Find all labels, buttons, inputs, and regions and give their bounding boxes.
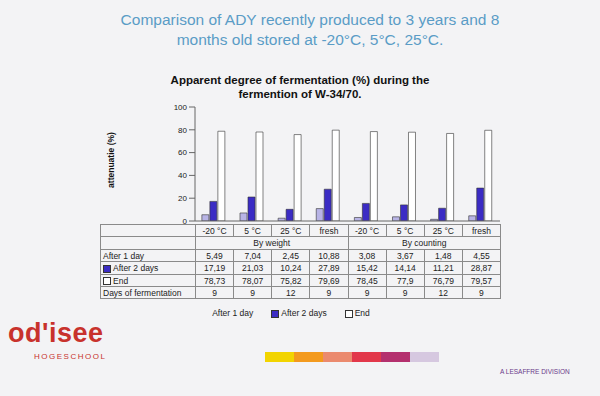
- html-text:14,14: 14,14: [394, 263, 416, 274]
- html-text:12: 12: [286, 288, 296, 298]
- html-text:78,45: 78,45: [356, 275, 378, 286]
- html-text:By counting: By counting: [402, 238, 447, 249]
- svg-text:40: 40: [178, 171, 187, 180]
- html-text:3,67: 3,67: [396, 250, 414, 261]
- html-text:2,45: 2,45: [282, 250, 300, 261]
- html-text:15,42: 15,42: [356, 263, 378, 274]
- html-text:od'isee: od'isee: [8, 318, 104, 348]
- html-text:25 °C: 25 °C: [280, 226, 302, 236]
- html-text:28,87: 28,87: [470, 263, 493, 274]
- html-text:By weight: By weight: [253, 238, 291, 249]
- html-text:3,08: 3,08: [358, 250, 376, 261]
- html-text:79,69: 79,69: [318, 275, 340, 286]
- html-text:79,57: 79,57: [470, 275, 493, 286]
- html-text:9: 9: [479, 288, 484, 298]
- html-text:5,49: 5,49: [206, 250, 223, 261]
- html-text:77,9: 77,9: [396, 275, 414, 286]
- html-text:9: 9: [402, 288, 408, 298]
- html-text:5 °C: 5 °C: [396, 226, 414, 236]
- html-text:11,21: 11,21: [433, 263, 454, 274]
- svg-text:60: 60: [178, 148, 187, 157]
- svg-text:20: 20: [178, 194, 187, 203]
- html-text:9: 9: [250, 288, 255, 298]
- html-text:Comparison of ADY recently pro: Comparison of ADY recently produced to 3…: [120, 11, 500, 48]
- html-text:fresh: fresh: [319, 226, 339, 236]
- html-text:10,24: 10,24: [280, 263, 302, 274]
- html-text:27,89: 27,89: [318, 263, 340, 274]
- html-text:76,79: 76,79: [432, 275, 454, 286]
- html-text:17,19: 17,19: [203, 263, 226, 274]
- html-text:25 °C: 25 °C: [432, 226, 454, 236]
- html-text:-20 °C: -20 °C: [202, 226, 227, 236]
- html-text:21,03: 21,03: [242, 263, 264, 274]
- html-text:9: 9: [212, 288, 217, 298]
- html-text:After 2 days: After 2 days: [281, 308, 327, 319]
- html-text:End: End: [354, 308, 370, 319]
- html-text:attenuatie (%): attenuatie (%): [106, 132, 116, 188]
- html-text:78,07: 78,07: [242, 275, 264, 286]
- html-text:After 2 days: After 2 days: [113, 263, 159, 274]
- html-text:78,73: 78,73: [203, 275, 226, 286]
- svg-text:0: 0: [182, 216, 187, 226]
- html-text:9: 9: [326, 288, 332, 298]
- svg-text:100: 100: [174, 103, 188, 112]
- html-text:1,48: 1,48: [435, 250, 452, 261]
- html-text:7,04: 7,04: [244, 250, 261, 261]
- html-text:-20 °C: -20 °C: [355, 226, 380, 236]
- html-text:5 °C: 5 °C: [244, 226, 261, 236]
- html-text:After 1 day: After 1 day: [103, 250, 145, 261]
- html-text:12: 12: [438, 288, 448, 298]
- html-text:A LESAFFRE DIVISION: A LESAFFRE DIVISION: [500, 368, 570, 375]
- html-text:After 1 day: After 1 day: [212, 308, 254, 319]
- html-text:10,88: 10,88: [318, 250, 340, 261]
- html-text:Apparent degree of fermentatio: Apparent degree of fermentation (%) duri…: [170, 74, 430, 100]
- html-text:End: End: [113, 275, 129, 286]
- html-text:fresh: fresh: [472, 226, 491, 236]
- html-text:75,82: 75,82: [280, 275, 302, 286]
- html-text:9: 9: [364, 288, 370, 298]
- svg-text:80: 80: [178, 126, 187, 135]
- html-text:4,55: 4,55: [473, 250, 490, 261]
- html-text:HOGESCHOOL: HOGESCHOOL: [34, 352, 107, 361]
- html-text:Days of fermentation: Days of fermentation: [103, 288, 182, 298]
